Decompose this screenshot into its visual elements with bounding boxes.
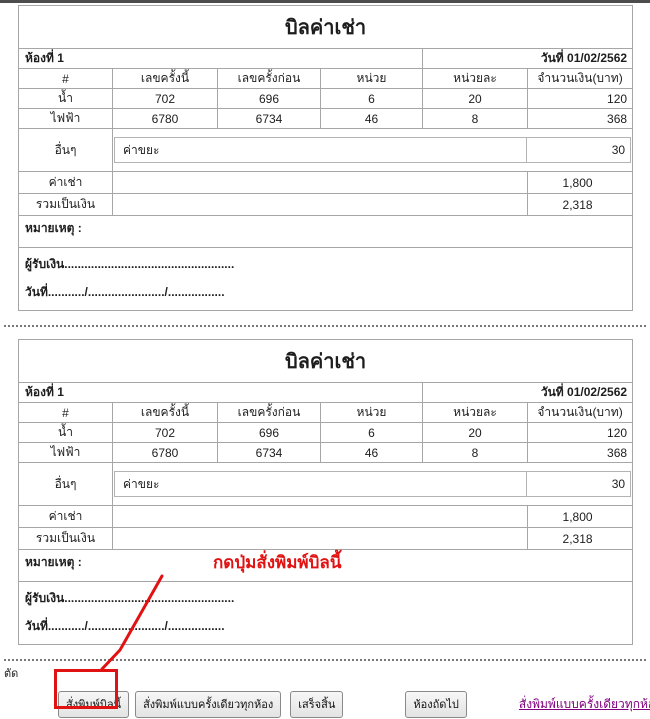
- table-row-rent: ค่าเช่า 1,800: [18, 171, 634, 194]
- signature-row: ผู้รับเงิน..............................…: [17, 581, 634, 645]
- bill-title: บิลค่าเช่า: [17, 5, 634, 49]
- bill-date-label: วันที่ 01/02/2562: [421, 48, 634, 69]
- water-current: 702: [112, 88, 218, 109]
- electric-per-unit: 8: [422, 442, 528, 463]
- table-row-other: อื่นๆ ค่าขยะ 30: [18, 462, 634, 506]
- col-header-per-unit: หน่วยละ: [422, 68, 528, 89]
- table-row-other: อื่นๆ ค่าขยะ 30: [18, 128, 634, 172]
- table-row-electric: ไฟฟ้า 6780 6734 46 8 368: [18, 108, 634, 129]
- next-room-button[interactable]: ห้องถัดไป: [405, 691, 467, 718]
- bill-copy-1: บิลค่าเช่า ห้องที่ 1 วันที่ 01/02/2562 #…: [0, 5, 650, 311]
- total-amount: 2,318: [526, 193, 634, 216]
- electric-amount: 368: [526, 442, 634, 463]
- total-amount: 2,318: [526, 527, 634, 550]
- table-header-row: # เลขครั้งนี้ เลขครั้งก่อน หน่วย หน่วยละ…: [18, 68, 634, 89]
- action-button-row: สั่งพิมพ์บิลนี้ สั่งพิมพ์แบบครั้งเดียวทุ…: [58, 691, 650, 718]
- water-units: 6: [320, 422, 423, 443]
- col-header-amount: จำนวนเงิน(บาท): [526, 402, 634, 423]
- electric-previous: 6734: [217, 108, 321, 129]
- other-charge-box: ค่าขยะ 30: [114, 137, 632, 163]
- water-previous: 696: [217, 422, 321, 443]
- row-label: น้ำ: [18, 422, 113, 443]
- table-row-electric: ไฟฟ้า 6780 6734 46 8 368: [18, 442, 634, 463]
- other-charge-description: ค่าขยะ: [123, 143, 160, 157]
- signature-row: ผู้รับเงิน..............................…: [17, 247, 634, 311]
- electric-per-unit: 8: [422, 108, 528, 129]
- rent-amount: 1,800: [526, 505, 634, 528]
- electric-units: 46: [320, 108, 423, 129]
- water-per-unit: 20: [422, 88, 528, 109]
- col-header-previous-reading: เลขครั้งก่อน: [217, 402, 321, 423]
- water-amount: 120: [526, 88, 634, 109]
- table-row-total: รวมเป็นเงิน 2,318: [18, 527, 634, 550]
- print-all-rooms-once-button[interactable]: สั่งพิมพ์แบบครั้งเดียวทุกห้อง: [135, 691, 282, 718]
- water-previous: 696: [217, 88, 321, 109]
- remark-row: หมายเหตุ :: [17, 215, 634, 248]
- payee-signature-line: ผู้รับเงิน..............................…: [25, 257, 235, 271]
- electric-current: 6780: [112, 108, 218, 129]
- finish-button[interactable]: เสร็จสิ้น: [290, 691, 344, 718]
- col-header-previous-reading: เลขครั้งก่อน: [217, 68, 321, 89]
- cut-separator-1: [4, 325, 646, 327]
- other-charge-amount: 30: [526, 138, 630, 162]
- col-header-amount: จำนวนเงิน(บาท): [526, 68, 634, 89]
- date-signature-line: วันที่.........../......................…: [25, 285, 225, 299]
- rent-bill: บิลค่าเช่า ห้องที่ 1 วันที่ 01/02/2562 #…: [17, 339, 634, 645]
- col-header-hash: #: [18, 402, 113, 423]
- cut-label: ตัด: [4, 668, 19, 680]
- water-per-unit: 20: [422, 422, 528, 443]
- print-this-bill-button[interactable]: สั่งพิมพ์บิลนี้: [58, 691, 130, 718]
- remark-label: หมายเหตุ :: [17, 549, 634, 582]
- col-header-hash: #: [18, 68, 113, 89]
- table-row-rent: ค่าเช่า 1,800: [18, 505, 634, 528]
- rent-bill: บิลค่าเช่า ห้องที่ 1 วันที่ 01/02/2562 #…: [17, 5, 634, 311]
- table-header-row: # เลขครั้งนี้ เลขครั้งก่อน หน่วย หน่วยละ…: [18, 402, 634, 423]
- room-number-label: ห้องที่ 1: [18, 48, 423, 69]
- col-header-current-reading: เลขครั้งนี้: [112, 68, 218, 89]
- other-charge-description: ค่าขยะ: [123, 477, 160, 491]
- room-number-label: ห้องที่ 1: [18, 382, 423, 403]
- electric-previous: 6734: [217, 442, 321, 463]
- rent-label: ค่าเช่า: [18, 171, 113, 194]
- other-charge-box: ค่าขยะ 30: [114, 471, 632, 497]
- water-amount: 120: [526, 422, 634, 443]
- water-units: 6: [320, 88, 423, 109]
- row-label: ไฟฟ้า: [18, 442, 113, 463]
- table-row-water: น้ำ 702 696 6 20 120: [18, 422, 634, 443]
- payee-signature-line: ผู้รับเงิน..............................…: [25, 591, 235, 605]
- col-header-per-unit: หน่วยละ: [422, 402, 528, 423]
- table-row-total: รวมเป็นเงิน 2,318: [18, 193, 634, 216]
- bill-title: บิลค่าเช่า: [17, 339, 634, 383]
- other-label: อื่นๆ: [18, 128, 113, 172]
- bill-date-label: วันที่ 01/02/2562: [421, 382, 634, 403]
- print-all-rooms-once-link[interactable]: สั่งพิมพ์แบบครั้งเดียวทุกห้อง: [518, 697, 650, 711]
- row-label: ไฟฟ้า: [18, 108, 113, 129]
- other-label: อื่นๆ: [18, 462, 113, 506]
- bill-copy-2: บิลค่าเช่า ห้องที่ 1 วันที่ 01/02/2562 #…: [0, 339, 650, 645]
- water-current: 702: [112, 422, 218, 443]
- rent-amount: 1,800: [526, 171, 634, 194]
- other-charge-amount: 30: [526, 472, 630, 496]
- electric-amount: 368: [526, 108, 634, 129]
- electric-units: 46: [320, 442, 423, 463]
- remark-label: หมายเหตุ :: [17, 215, 634, 248]
- total-label: รวมเป็นเงิน: [18, 193, 113, 216]
- row-label: น้ำ: [18, 88, 113, 109]
- table-row-water: น้ำ 702 696 6 20 120: [18, 88, 634, 109]
- col-header-current-reading: เลขครั้งนี้: [112, 402, 218, 423]
- cut-separator-2: [4, 659, 646, 661]
- remark-row: หมายเหตุ :: [17, 549, 634, 582]
- total-label: รวมเป็นเงิน: [18, 527, 113, 550]
- rent-label: ค่าเช่า: [18, 505, 113, 528]
- col-header-units: หน่วย: [320, 402, 423, 423]
- electric-current: 6780: [112, 442, 218, 463]
- date-signature-line: วันที่.........../......................…: [25, 619, 225, 633]
- col-header-units: หน่วย: [320, 68, 423, 89]
